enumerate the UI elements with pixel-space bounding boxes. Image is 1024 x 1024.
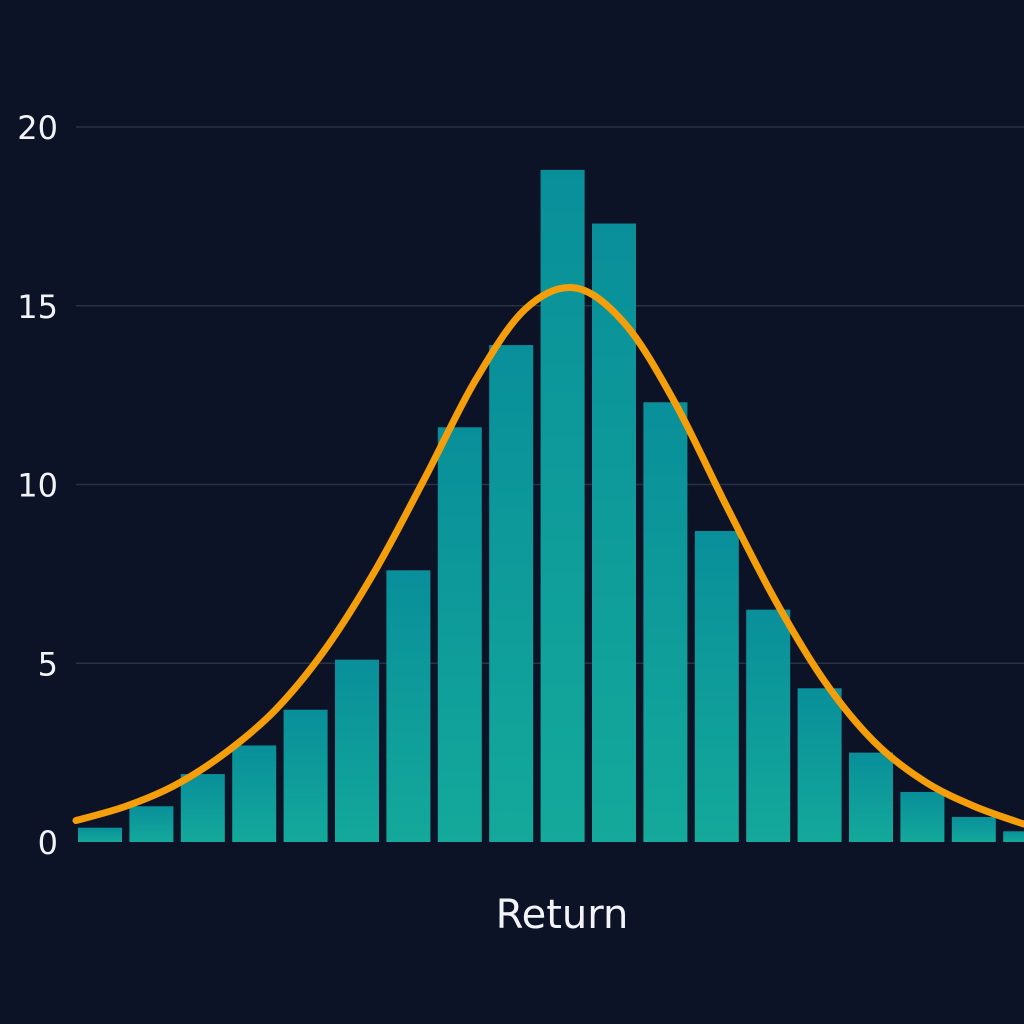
histogram-bar [489,345,534,842]
histogram-bar [694,530,739,842]
histogram-bar [129,806,174,842]
histogram-bar [180,774,225,842]
histogram-bar [283,709,328,842]
fit-curve [72,283,1024,828]
histogram-bar [335,659,379,842]
histogram-bar [746,609,791,842]
x-axis-label: Return [496,892,629,938]
y-tick-labels: 0 5 10 15 20 [17,109,58,862]
histogram-bar [643,402,688,842]
y-tick-label-0: 0 [38,824,58,862]
y-tick-label-20: 20 [17,109,58,147]
histogram-bar [951,816,996,842]
y-tick-label-5: 5 [38,645,58,683]
histogram-bar [849,752,893,842]
y-tick-label-10: 10 [17,467,58,505]
histogram-bar [797,688,842,842]
histogram-bar [386,570,431,842]
histogram-bar [900,791,945,842]
histogram-bar [437,427,482,842]
y-tick-label-15: 15 [17,288,58,326]
histogram-bars [78,169,1024,842]
histogram-bar [1003,831,1024,842]
histogram-bar [232,745,277,842]
histogram-bar [540,169,585,842]
histogram-bar [78,827,122,842]
fit-curve-line [72,283,1024,828]
